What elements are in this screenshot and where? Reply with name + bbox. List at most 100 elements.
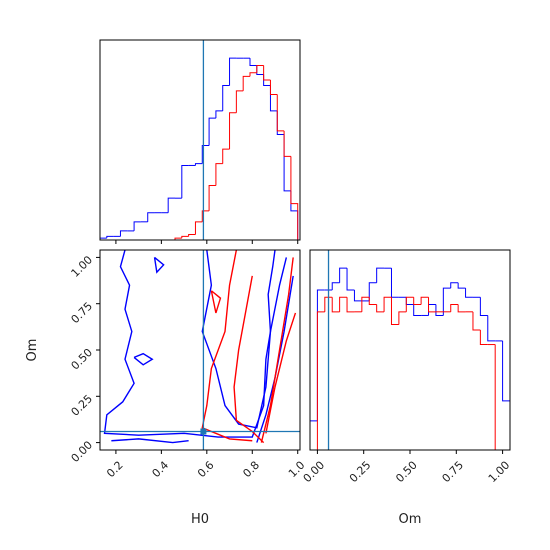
hist-step — [346, 268, 355, 291]
contour — [210, 290, 222, 314]
contour — [133, 352, 154, 366]
hist-step — [283, 130, 291, 157]
hist-step — [442, 287, 451, 316]
hist-step — [472, 311, 481, 331]
x-tick-label: 0.8 — [240, 459, 262, 481]
x-tick-label: 0.2 — [104, 459, 126, 481]
hist-step — [316, 311, 325, 450]
hist-step — [331, 282, 340, 290]
truth-point — [200, 428, 207, 435]
hist-step — [249, 72, 257, 77]
axes-frame — [99, 39, 301, 241]
x-tick-label: 0.75 — [440, 459, 467, 486]
x-tick-label: 0.6 — [195, 459, 217, 481]
hist-step — [215, 163, 223, 186]
x-axis-label: Om — [399, 512, 422, 527]
x-tick-label: 0.00 — [301, 459, 328, 486]
hist-step — [242, 75, 250, 91]
y-tick-label: 1.00 — [69, 253, 96, 280]
y-tick-label: 0.50 — [69, 346, 96, 373]
hist-step — [465, 288, 473, 298]
x-tick-label: 0.25 — [347, 459, 374, 486]
hist-step — [100, 237, 107, 240]
hist-step — [229, 112, 237, 150]
hist-step — [119, 230, 128, 237]
y-axis-label: Om — [25, 339, 40, 362]
hist-step — [229, 57, 237, 86]
hist-step — [249, 58, 257, 66]
hist-step — [256, 64, 264, 73]
hist-step — [269, 85, 278, 112]
hist-step — [194, 221, 203, 235]
hist-step — [324, 296, 333, 312]
hist-step — [487, 315, 496, 342]
hist-step — [276, 94, 285, 132]
hist-step — [310, 420, 318, 450]
hist-step — [368, 282, 377, 301]
hist-step — [290, 190, 299, 240]
contour — [103, 250, 276, 438]
hist-step — [376, 304, 385, 313]
hist-step — [398, 311, 407, 325]
hist-step — [479, 330, 488, 346]
x-tick-label: 0.50 — [393, 459, 420, 486]
hist-step — [208, 184, 216, 211]
x-axis-label: H0 — [191, 512, 209, 527]
hist-step — [222, 84, 230, 111]
hist-step — [167, 197, 175, 213]
hist-step — [215, 110, 223, 119]
hist-step — [181, 235, 189, 239]
hist-step — [390, 297, 399, 326]
hist-step — [235, 90, 244, 113]
hist-step — [290, 156, 299, 240]
hist-step — [390, 268, 399, 298]
x-tick-label: 0.4 — [150, 459, 172, 481]
hist-step — [339, 267, 348, 283]
hist-step — [383, 296, 392, 312]
x-tick-label: 1.00 — [486, 459, 513, 486]
y-tick-label: 0.25 — [69, 392, 96, 419]
contour — [260, 257, 294, 443]
hist-step — [368, 297, 377, 306]
hist-step — [147, 212, 155, 222]
hist-step — [428, 297, 436, 313]
contour — [153, 256, 165, 274]
hist-step — [457, 304, 466, 313]
hist-step — [201, 210, 210, 222]
hist-step — [413, 297, 422, 306]
hist-step — [106, 235, 114, 239]
plot-area — [100, 40, 299, 240]
hist-step — [435, 304, 444, 316]
hist-step — [361, 296, 370, 312]
hist-step — [494, 344, 503, 450]
hist-step — [457, 282, 466, 289]
y-tick-label: 0.75 — [69, 300, 96, 327]
hist-step — [331, 297, 340, 313]
hist-step — [133, 221, 141, 231]
contour — [111, 438, 189, 444]
hist-step — [316, 289, 325, 421]
hist-step — [201, 144, 210, 164]
hist-step — [222, 148, 230, 164]
contour — [265, 312, 297, 434]
contour — [201, 250, 288, 429]
hist-step — [194, 163, 203, 166]
hist-step — [353, 290, 362, 302]
hist-step — [405, 297, 414, 306]
hist-step — [450, 304, 459, 312]
y-tick-label: 0.00 — [69, 439, 96, 466]
hist-step — [376, 267, 385, 283]
hist-step — [263, 65, 271, 81]
hist-step — [502, 340, 510, 450]
hist-step — [283, 134, 291, 192]
plot-area — [310, 250, 510, 450]
hist-step — [405, 296, 414, 312]
hist-step — [269, 80, 278, 96]
hist-step — [181, 164, 189, 199]
hist-step — [188, 234, 196, 237]
hist-step — [208, 117, 216, 146]
hist-step — [450, 282, 459, 289]
hist-step — [346, 297, 355, 313]
hist-step — [339, 296, 348, 312]
